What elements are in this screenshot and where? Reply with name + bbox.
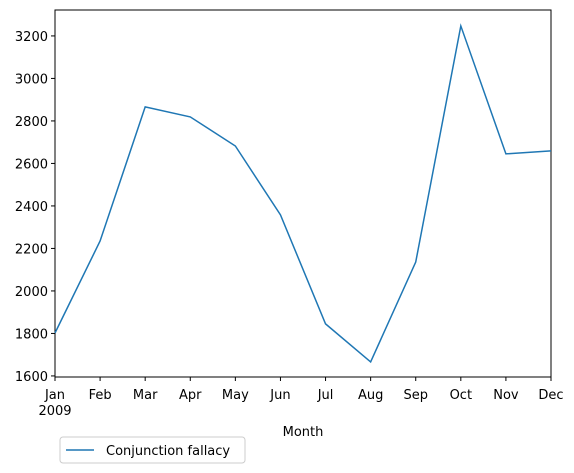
x-tick-label: Jun [269,388,290,403]
x-tick-label: Jan [44,388,65,403]
x-tick-label: Sep [403,388,428,403]
x-tick-label: Jul [317,388,334,403]
y-tick-label: 2000 [15,285,48,300]
x-sublabel: 2009 [38,404,71,419]
y-tick-label: 3200 [15,30,48,45]
y-tick-label: 3000 [15,72,48,87]
x-axis-label: Month [283,425,324,440]
x-tick-label: Feb [89,388,112,403]
y-tick-label: 2400 [15,200,48,215]
x-tick-label: Dec [538,388,563,403]
x-tick-label: Apr [179,388,202,403]
y-tick-label: 1600 [15,370,48,385]
y-tick-label: 2600 [15,157,48,172]
line [54,23,552,364]
plot-frame [54,9,552,378]
y-tick-label: 2800 [15,115,48,130]
x-tick-label: Aug [358,388,383,403]
legend-label: Conjunction fallacy [106,444,230,459]
y-tick-label: 1800 [15,327,48,342]
x-tick-label: May [222,388,249,403]
x-tick-label: Oct [450,388,472,403]
y-tick-label: 2200 [15,242,48,257]
x-tick-label: Nov [493,388,519,403]
legend-box [59,436,246,464]
x-tick-label: Mar [133,388,158,403]
